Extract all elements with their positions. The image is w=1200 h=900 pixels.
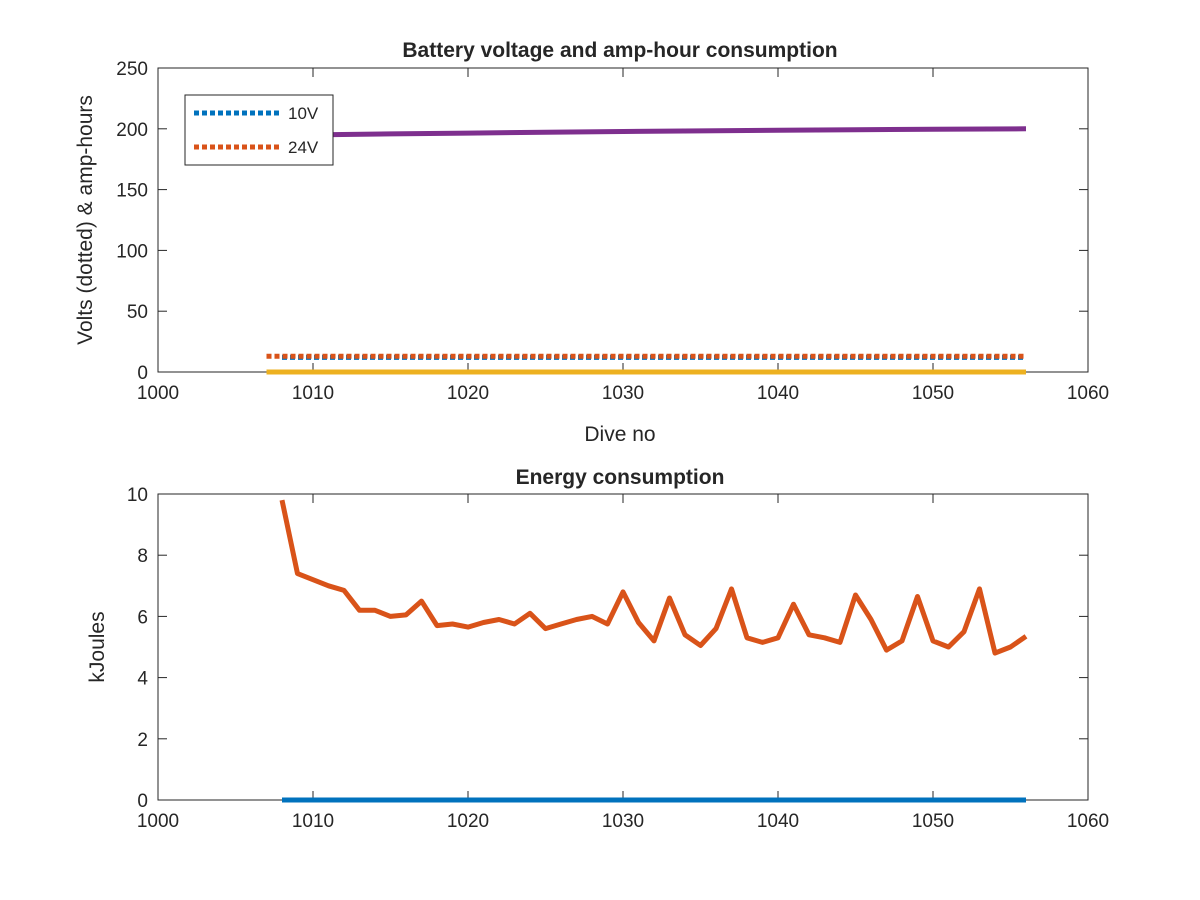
voltage-x-tick-label: 1050: [912, 383, 954, 404]
voltage-x-tick-label: 1000: [137, 383, 179, 404]
voltage-y-tick-label: 50: [127, 302, 148, 323]
voltage-x-tick-label: 1010: [292, 383, 334, 404]
energy-chart-title: Energy consumption: [516, 466, 725, 489]
voltage-chart-title: Battery voltage and amp-hour consumption: [402, 39, 837, 62]
energy-series: [279, 499, 1028, 803]
legend-box: [184, 94, 334, 166]
energy-x-tick-label: 1050: [912, 811, 954, 832]
voltage-chart: Battery voltage and amp-hour consumption…: [74, 39, 1109, 446]
legend-label-10v: 10V: [288, 104, 319, 123]
legend-label-24v: 24V: [288, 138, 319, 157]
voltage-x-tick-label: 1060: [1067, 383, 1109, 404]
voltage-series: [266, 126, 1027, 375]
voltage-x-axis-label: Dive no: [584, 423, 655, 446]
energy-x-tick-label: 1060: [1067, 811, 1109, 832]
voltage-x-tick-label: 1020: [447, 383, 489, 404]
energy-x-tick-label: 1010: [292, 811, 334, 832]
energy-y-tick-label: 8: [137, 546, 148, 567]
energy-y-tick-label: 4: [137, 669, 148, 690]
energy-x-tick-label: 1030: [602, 811, 644, 832]
energy-x-tick-label: 1040: [757, 811, 799, 832]
voltage-series-line-3: [266, 126, 1027, 139]
energy-axes-ticks: 1000 1010 1020 1030 1040 1050 1060 0 2 4 6 8 10: [127, 485, 1109, 832]
energy-y-tick-label: 10: [127, 485, 148, 506]
energy-y-tick-label: 6: [137, 607, 148, 628]
energy-x-tick-label: 1000: [137, 811, 179, 832]
energy-y-axis-label: kJoules: [86, 611, 109, 682]
voltage-y-tick-label: 100: [116, 241, 148, 262]
energy-x-tick-label: 1020: [447, 811, 489, 832]
energy-series-line-0: [279, 499, 1028, 656]
voltage-y-tick-label: 0: [137, 363, 148, 384]
voltage-axes-ticks: 1000 1010 1020 1030 1040 1050 1060 0 50 100 150 200…: [116, 59, 1109, 404]
energy-chart: Energy consumption kJoules 1000 1010 1020 1…: [86, 466, 1109, 832]
energy-plot-area: [157, 493, 1089, 801]
energy-y-tick-label: 2: [137, 730, 148, 751]
voltage-y-tick-label: 250: [116, 59, 148, 80]
voltage-legend: 10V 24V: [184, 94, 334, 166]
voltage-x-tick-label: 1030: [602, 383, 644, 404]
voltage-y-tick-label: 200: [116, 120, 148, 141]
energy-y-tick-label: 0: [137, 791, 148, 812]
voltage-y-axis-label: Volts (dotted) & amp-hours: [74, 95, 97, 345]
voltage-x-tick-label: 1040: [757, 383, 799, 404]
voltage-y-tick-label: 150: [116, 181, 148, 202]
